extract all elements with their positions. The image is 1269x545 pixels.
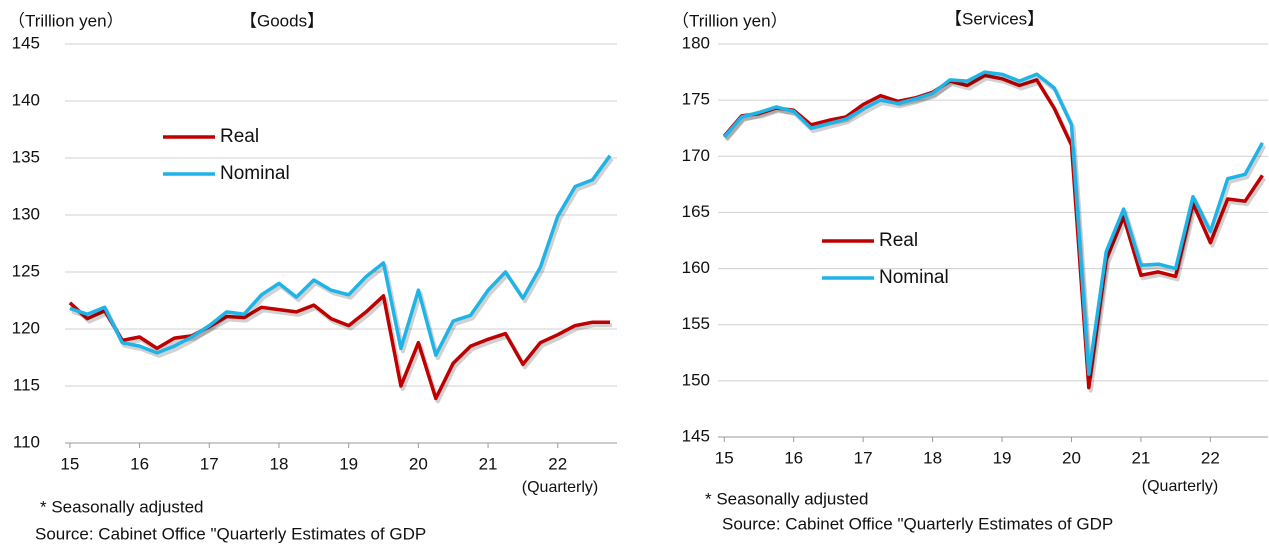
series-line [68,294,610,401]
x-tick-label: 21 [479,454,498,473]
y-tick-label: 165 [682,202,710,221]
y-tick-label: 170 [682,146,710,165]
x-axis-label: (Quarterly) [522,479,598,496]
y-tick-label: 180 [682,33,710,52]
y-tick-label: 130 [12,204,40,223]
x-tick-label: 19 [339,454,358,473]
x-tick-label: 17 [854,448,873,467]
y-axis-label: （Trillion yen） [8,11,124,30]
y-tick-label: 155 [682,314,710,333]
y-tick-label: 140 [12,90,40,109]
note: Source: Cabinet Office "Quarterly Estima… [722,514,1113,533]
y-tick-label: 160 [682,258,710,277]
note: * Seasonally adjusted [40,497,204,516]
y-tick-label: 150 [682,370,710,389]
x-tick-label: 15 [715,448,734,467]
x-tick-label: 21 [1131,448,1150,467]
x-tick-label: 18 [270,454,289,473]
y-tick-label: 125 [12,261,40,280]
x-tick-label: 22 [1201,448,1220,467]
x-tick-label: 22 [548,454,567,473]
x-tick-label: 16 [784,448,803,467]
chart-title: 【Services】 [945,9,1044,28]
chart-title: 【Goods】 [240,11,324,30]
legend-label: Nominal [879,267,949,288]
y-tick-label: 120 [12,318,40,337]
x-tick-label: 18 [923,448,942,467]
y-tick-label: 115 [13,375,40,394]
x-tick-label: 20 [1062,448,1081,467]
line-shadow [71,157,614,361]
x-tick-label: 20 [409,454,428,473]
legend-label: Nominal [220,163,290,184]
note: Source: Cabinet Office "Quarterly Estima… [35,524,426,543]
y-tick-label: 135 [12,147,40,166]
x-tick-label: 17 [200,454,219,473]
y-axis-label: （Trillion yen） [672,11,788,30]
legend-label: Real [879,230,918,251]
legend-label: Real [220,126,259,147]
line-shadow [724,73,1267,380]
x-tick-label: 19 [993,448,1012,467]
series-line [722,70,1264,376]
note: * Seasonally adjusted [705,489,869,508]
series-line [722,73,1264,390]
y-tick-label: 145 [12,33,40,52]
x-tick-label: 15 [60,454,79,473]
y-tick-label: 110 [13,432,40,451]
y-tick-label: 175 [682,90,710,109]
series-line [69,154,612,357]
x-tick-label: 16 [130,454,149,473]
y-tick-label: 145 [682,426,710,445]
x-axis-label: (Quarterly) [1142,478,1218,495]
